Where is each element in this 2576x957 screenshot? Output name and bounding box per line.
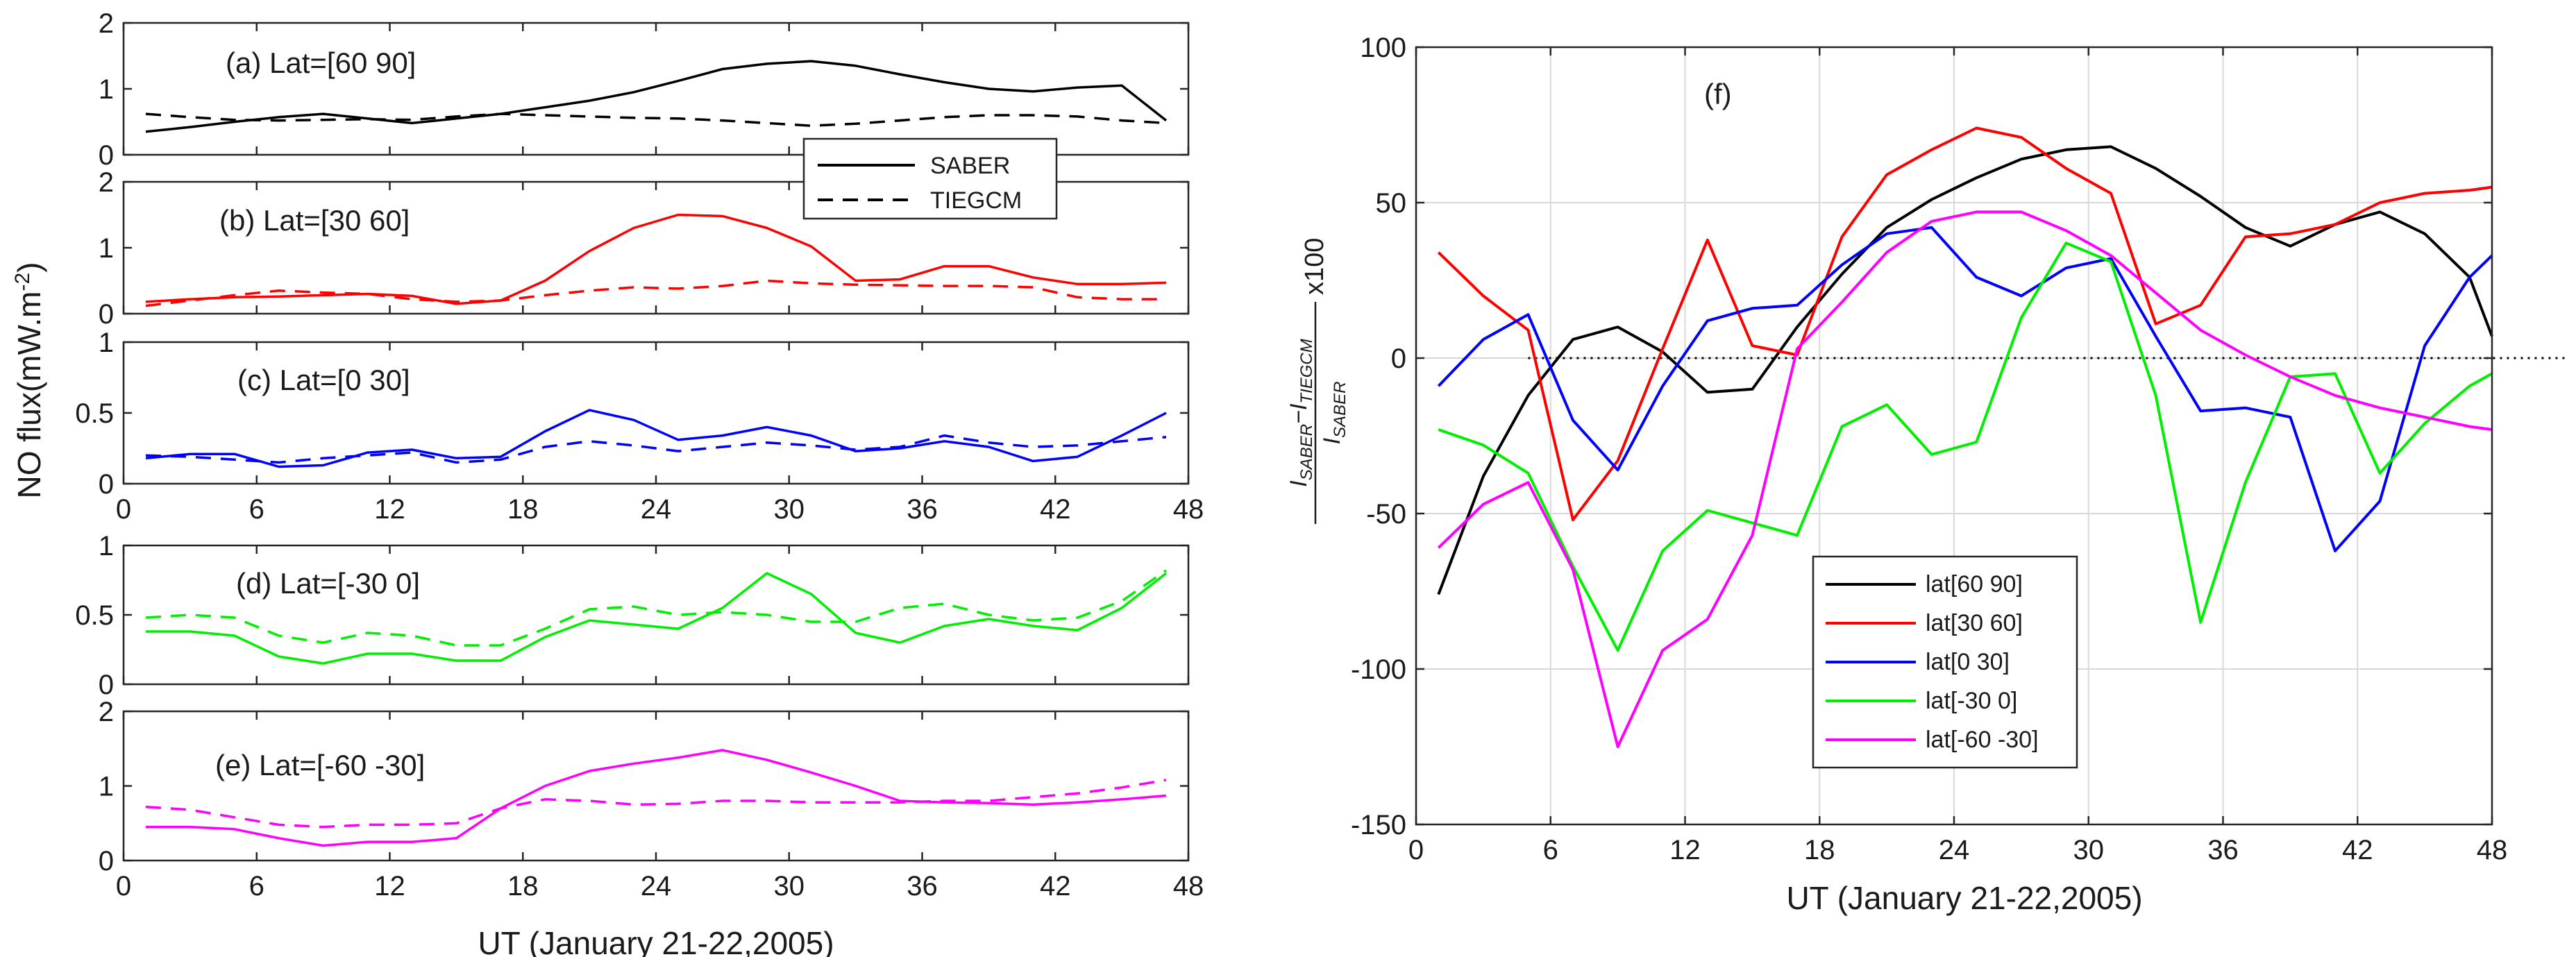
y-tick-label: -50 [1366, 499, 1406, 530]
y-tick-label: 1 [99, 233, 114, 264]
right-y-axis-label: ISABER−ITIEGCM ISABER x100 [1286, 238, 1349, 524]
svg-text:ISABER−ITIEGCM: ISABER−ITIEGCM [1286, 339, 1316, 486]
series-line-e-saber [146, 749, 1167, 847]
x-tick-label: 24 [1939, 835, 1970, 865]
x-tick-label: 18 [1804, 835, 1835, 865]
axes-frame [122, 544, 1190, 686]
series-line-f-lat-0-30- [1437, 226, 2493, 552]
y-tick-label: 1 [99, 74, 114, 105]
svg-text:x100: x100 [1300, 238, 1329, 295]
y-tick-label: 0 [1391, 344, 1406, 374]
y-tick-label: 100 [1360, 33, 1406, 63]
right-legend: lat[60 90] lat[30 60] lat[0 30] lat[-30 0] l… [1812, 555, 2078, 769]
left-legend: SABER TIEGCM [802, 137, 1058, 220]
y-tick-label: 2 [99, 167, 114, 198]
y-tick-label: 0 [99, 140, 114, 171]
series-line-f-lat-60-30- [1437, 210, 2493, 748]
x-tick-label: 42 [1040, 871, 1071, 901]
y-tick-label: -100 [1351, 654, 1406, 685]
y-tick-label: 0 [99, 670, 114, 700]
panel-c: 0 0.5 1 0 6 12 18 24 30 36 42 48 (c) Lat=[0 30] [75, 328, 1204, 525]
series-line-d-saber [146, 572, 1168, 665]
legend-label: lat[-60 -30] [1926, 727, 2039, 753]
panel-label-f: (f) [1704, 78, 1732, 110]
y-tick-label: 1 [99, 328, 114, 358]
panel-label-b: (b) Lat=[30 60] [219, 204, 410, 237]
y-tick-label: 0 [99, 469, 114, 500]
series-line-c-saber [145, 409, 1167, 468]
y-tick-label: 0.5 [75, 398, 114, 429]
x-tick-label: 12 [1669, 835, 1701, 865]
legend-label: lat[60 90] [1926, 571, 2023, 598]
legend-tiegcm-label: TIEGCM [930, 187, 1022, 214]
x-tick-label: 0 [116, 871, 131, 901]
right-x-axis-label: UT (January 21-22,2005) [1786, 880, 2142, 916]
y-tick-label: 0 [99, 299, 114, 330]
x-tick-label: 0 [116, 494, 131, 525]
series-line-c-tiegcm [145, 434, 1167, 464]
x-tick-label: 30 [774, 494, 805, 525]
x-tick-label: 48 [1173, 494, 1204, 525]
x-tick-label: 24 [641, 494, 672, 525]
panel-label-e: (e) Lat=[-60 -30] [215, 749, 425, 781]
panel-label-c: (c) Lat=[0 30] [237, 364, 410, 396]
panel-label-a: (a) Lat=[60 90] [226, 46, 416, 79]
series-line-a-tiegcm [145, 112, 1167, 127]
x-tick-label: 24 [641, 871, 672, 901]
y-tick-label: 0 [99, 846, 114, 876]
series-line-a-saber [145, 60, 1168, 133]
x-tick-label: 0 [1408, 835, 1424, 865]
panel-d: 0 0.5 1 (d) Lat=[-30 0] [75, 531, 1190, 700]
panel-f: -150 -100 -50 0 50 100 0 6 12 18 24 30 36 42 48 (f) lat[… [1351, 33, 2568, 865]
left-y-axis-label: NO flux(mW.m-2) [11, 262, 48, 499]
y-tick-label: 0.5 [75, 600, 114, 631]
panel-label-d: (d) Lat=[-30 0] [236, 567, 420, 600]
y-tick-label: -150 [1351, 810, 1406, 840]
x-tick-label: 36 [907, 871, 938, 901]
x-tick-label: 6 [1543, 835, 1558, 865]
legend-label: lat[-30 0] [1926, 688, 2017, 714]
x-tick-label: 42 [1040, 494, 1071, 525]
x-tick-label: 36 [907, 494, 938, 525]
legend-saber-label: SABER [930, 153, 1010, 179]
x-tick-label: 48 [2477, 835, 2508, 865]
y-tick-label: 1 [99, 772, 114, 802]
axes-frame [122, 22, 1190, 156]
x-tick-label: 36 [2207, 835, 2239, 865]
y-tick-label: 1 [99, 531, 114, 561]
x-tick-label: 12 [374, 871, 405, 901]
legend-label: lat[30 60] [1926, 610, 2023, 636]
series-line-b-tiegcm [145, 279, 1166, 307]
panel-a: 0 1 2 (a) Lat=[60 90] [99, 8, 1190, 171]
y-tick-label: 50 [1376, 188, 1407, 219]
x-tick-label: 12 [374, 494, 405, 525]
x-tick-label: 6 [249, 871, 264, 901]
svg-text:ISABER: ISABER [1319, 382, 1349, 445]
legend-label: lat[0 30] [1926, 649, 2010, 675]
left-x-axis-label: UT (January 21-22,2005) [478, 925, 834, 957]
x-tick-label: 42 [2342, 835, 2373, 865]
x-tick-label: 30 [2073, 835, 2105, 865]
x-tick-label: 48 [1173, 871, 1204, 901]
series-line-f-lat-30-60- [1437, 126, 2493, 521]
panel-b: 0 1 2 (b) Lat=[30 60] [99, 167, 1190, 330]
y-tick-label: 2 [99, 697, 114, 727]
y-tick-label: 2 [99, 8, 114, 39]
x-tick-label: 18 [507, 871, 539, 901]
x-tick-label: 30 [774, 871, 805, 901]
series-line-b-saber [145, 213, 1167, 305]
series-line-f-lat-30-0- [1438, 242, 2493, 652]
series-line-e-tiegcm [145, 779, 1167, 829]
x-tick-label: 6 [249, 494, 264, 525]
x-tick-label: 18 [507, 494, 539, 525]
